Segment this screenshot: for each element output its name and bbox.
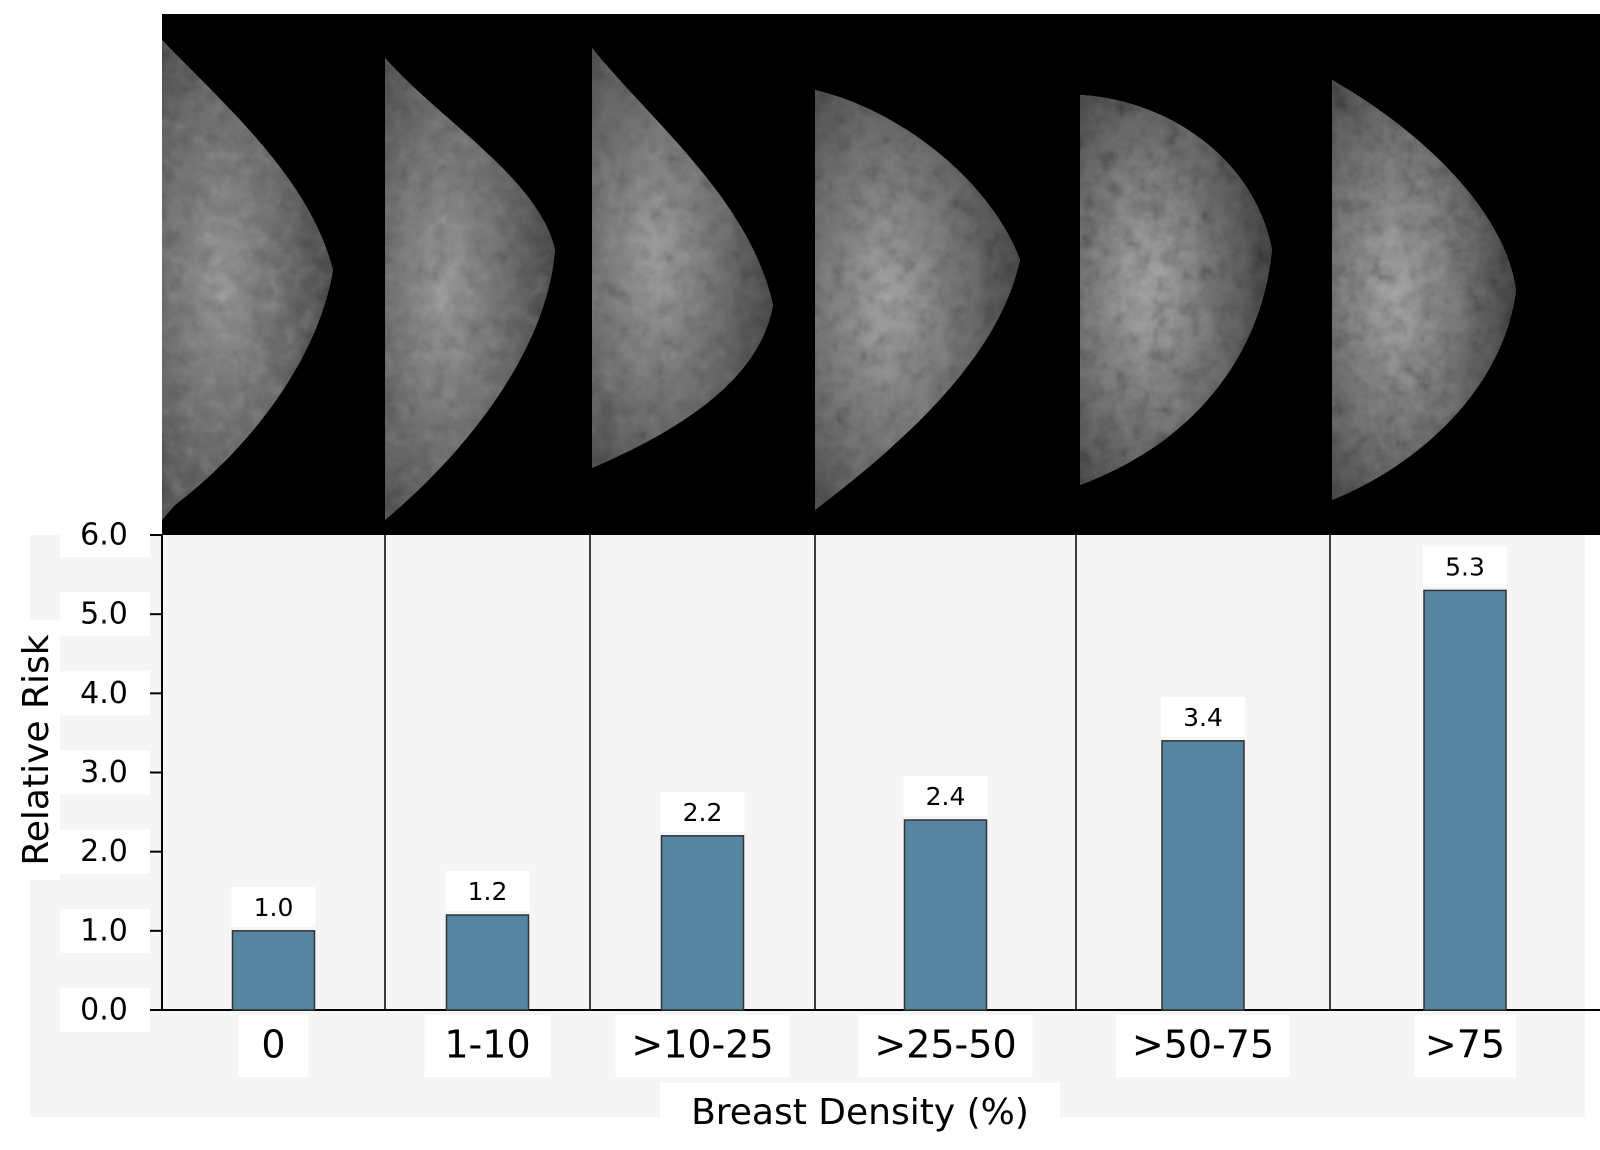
y-tick-label: 1.0: [80, 913, 128, 948]
y-tick-label-background: [60, 671, 150, 716]
bar-value-label-background: [660, 791, 745, 832]
bar-value-label: 2.2: [683, 798, 723, 827]
y-tick-label-background: [60, 513, 150, 557]
bar-value-label: 1.2: [468, 877, 508, 906]
category-label-background: [615, 1015, 790, 1077]
category-label: 1-10: [444, 1023, 530, 1067]
panel-dividers: [384, 535, 1331, 1010]
bars: [231, 589, 1507, 1011]
bar: [445, 914, 530, 1011]
bar-value-label: 1.0: [254, 893, 294, 922]
bar-value-label-background: [1423, 546, 1507, 587]
y-tick-label-background: [60, 750, 150, 795]
category-label: >75: [1425, 1023, 1505, 1067]
y-tick-label: 5.0: [80, 597, 128, 632]
bar-value-label: 2.4: [926, 782, 966, 811]
y-axis-title: Relative Risk: [16, 634, 57, 865]
y-axis-ticks: 0.0 1.0 2.0 3.0 4.0 5.0 6.0: [60, 513, 162, 1032]
bar: [1161, 740, 1245, 1011]
category-label-background: [238, 1015, 309, 1077]
bar: [1423, 589, 1507, 1011]
bar-value-label-background: [903, 776, 988, 816]
category-label-background: [1116, 1015, 1290, 1077]
mammogram-image-3: [815, 90, 1020, 510]
bar: [903, 819, 988, 1011]
category-label: 0: [261, 1023, 285, 1067]
category-label: >25-50: [874, 1023, 1016, 1067]
y-tick-label: 2.0: [80, 834, 128, 869]
y-tick-label-background: [60, 829, 150, 874]
category-label-background: [1414, 1015, 1516, 1077]
bar-value-label-background: [445, 871, 530, 911]
x-axis-categories: 0 1-10 >10-25 >25-50 >50-75 >75: [238, 1015, 1516, 1077]
y-tick-label-background: [60, 988, 150, 1032]
bar-value-label: 3.4: [1183, 703, 1223, 732]
y-tick-label: 0.0: [80, 993, 128, 1028]
x-axis-title: Breast Density (%): [691, 1092, 1029, 1133]
mammogram-image-4: [1080, 95, 1272, 485]
mammogram-image-5: [1332, 80, 1516, 500]
y-tick-label-background: [60, 592, 150, 637]
bar: [231, 930, 316, 1011]
category-label-background: [424, 1015, 551, 1077]
x-axis-title-background: [660, 1083, 1060, 1143]
y-tick-label: 4.0: [80, 676, 128, 711]
mammogram-image-1: [385, 58, 555, 520]
y-tick-label-background: [60, 908, 150, 953]
mammogram-image-2: [592, 48, 773, 468]
category-label: >50-75: [1132, 1023, 1274, 1067]
bar-value-label-background: [231, 886, 316, 927]
category-label: >10-25: [631, 1023, 773, 1067]
category-label-background: [858, 1015, 1033, 1077]
bar-value-label: 5.3: [1445, 552, 1485, 581]
bar-value-label-background: [1161, 696, 1245, 737]
y-tick-label: 6.0: [80, 518, 128, 553]
y-tick-label: 3.0: [80, 755, 128, 790]
mammogram-image-0: [162, 40, 333, 520]
mammogram-strip: [162, 14, 1600, 535]
bar: [660, 835, 745, 1011]
bar-value-labels: 1.0 1.2 2.2 2.4 3.4 5.3: [231, 546, 1507, 927]
y-axis-title-background: [14, 620, 60, 880]
